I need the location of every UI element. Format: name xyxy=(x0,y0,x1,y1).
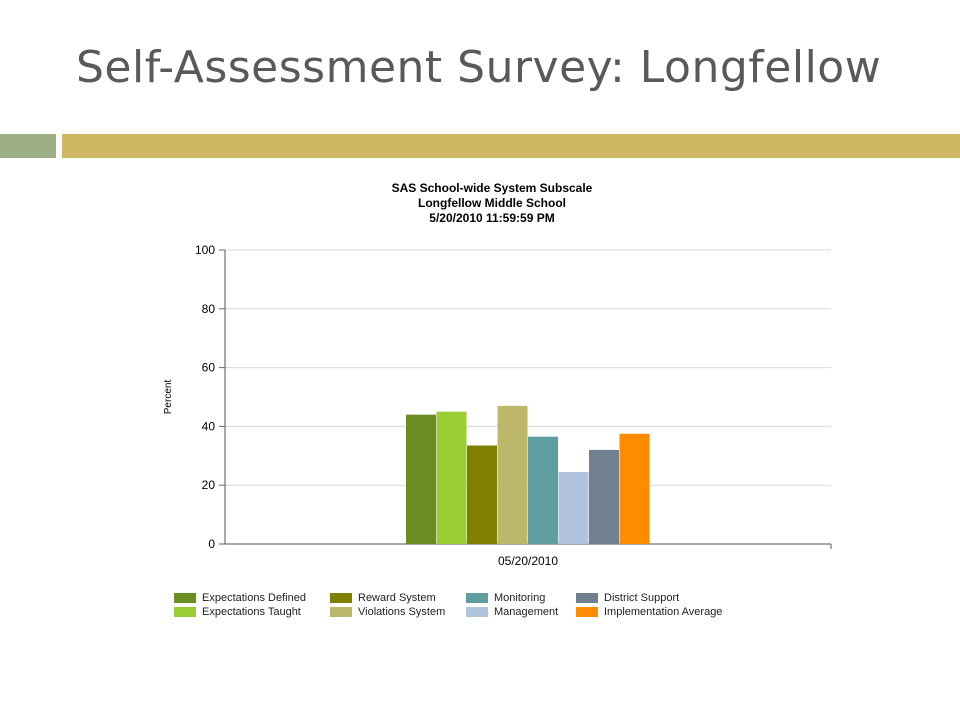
chart-title-line-2: Longfellow Middle School xyxy=(418,196,566,210)
bar-implementation-average xyxy=(619,433,650,544)
bar-district-support xyxy=(589,449,619,544)
y-tick-label: 0 xyxy=(208,537,215,551)
legend-swatch xyxy=(174,607,196,617)
legend-label: Management xyxy=(494,606,559,618)
bar-expectations-defined xyxy=(406,414,436,544)
legend-item: Expectations Defined xyxy=(174,592,306,604)
y-axis-label: Percent xyxy=(163,380,174,415)
y-tick-label: 80 xyxy=(202,302,216,316)
slide-title: Self-Assessment Survey: Longfellow xyxy=(76,42,882,93)
legend-swatch xyxy=(174,593,196,603)
legend-label: Expectations Taught xyxy=(202,606,301,618)
y-tick-label: 40 xyxy=(202,419,216,433)
chart-title-line-1: SAS School-wide System Subscale xyxy=(391,181,593,195)
accent-bar-right xyxy=(62,134,960,158)
legend-swatch xyxy=(576,607,598,617)
legend-swatch xyxy=(576,593,598,603)
legend-item: Implementation Average xyxy=(576,606,722,618)
legend-swatch xyxy=(330,607,352,617)
accent-bar-left xyxy=(0,134,56,158)
legend-label: Reward System xyxy=(358,592,436,604)
legend-label: Implementation Average xyxy=(604,606,723,618)
legend-item: Violations System xyxy=(330,606,445,618)
x-category-label: 05/20/2010 xyxy=(498,554,558,568)
bar-chart: 0 20 40 60 80 100 Percent 05/20/2010 xyxy=(163,243,832,568)
chart-title-line-3: 5/20/2010 11:59:59 PM xyxy=(429,211,555,225)
bar-expectations-taught xyxy=(436,411,467,544)
legend-label: Violations System xyxy=(358,606,446,618)
legend-item: Management xyxy=(466,606,558,618)
legend-label: Expectations Defined xyxy=(202,592,306,604)
legend-swatch xyxy=(466,593,488,603)
legend-item: Reward System xyxy=(330,592,436,604)
legend-swatch xyxy=(466,607,488,617)
bar-monitoring xyxy=(528,436,558,544)
legend-item: Monitoring xyxy=(466,592,545,604)
bar-reward-system xyxy=(467,445,497,544)
legend-label: Monitoring xyxy=(494,592,546,604)
y-tick-label: 60 xyxy=(202,361,216,375)
y-tick-label: 100 xyxy=(195,243,215,257)
legend-swatch xyxy=(330,593,352,603)
legend-item: Expectations Taught xyxy=(174,606,301,618)
y-tick-label: 20 xyxy=(202,478,216,492)
legend-item: District Support xyxy=(576,592,679,604)
bar-violations-system xyxy=(497,405,528,544)
bar-management xyxy=(558,471,589,544)
legend-label: District Support xyxy=(604,592,680,604)
chart-title: SAS School-wide System Subscale Longfell… xyxy=(280,181,704,226)
